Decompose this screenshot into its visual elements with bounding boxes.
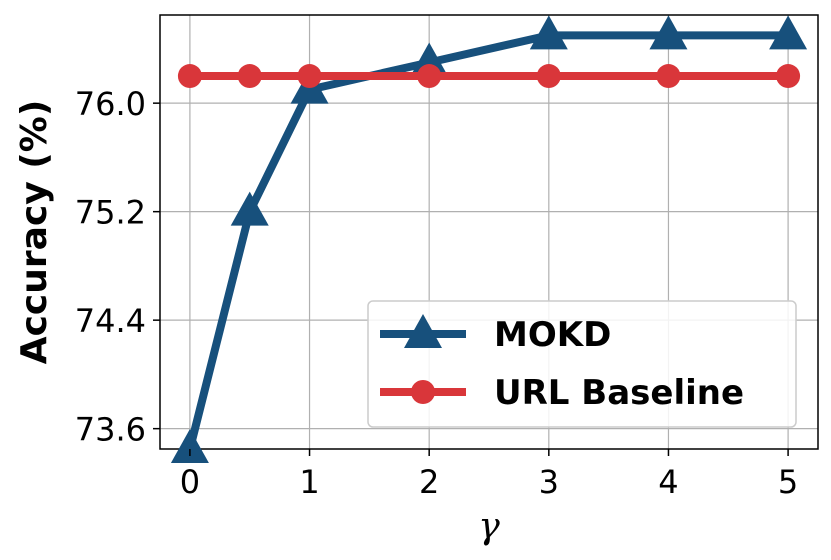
circle-marker <box>297 64 322 89</box>
plot-frame <box>159 14 819 450</box>
triangle-marker <box>410 42 449 77</box>
x-axis-ticks: 0 1 2 3 4 5 <box>180 449 798 501</box>
legend-box <box>367 300 797 428</box>
y-tick-label: 74.4 <box>75 302 146 340</box>
triangle-marker <box>769 15 808 50</box>
triangle-marker <box>649 15 688 50</box>
legend-triangle-marker <box>404 314 442 348</box>
series-0 <box>170 15 808 463</box>
y-tick-label: 75.2 <box>75 194 146 232</box>
legend: MOKD URL Baseline <box>367 300 797 428</box>
y-tick-label: 76.0 <box>75 85 146 123</box>
y-axis-ticks: 73.6 74.4 75.2 76.0 <box>75 85 160 449</box>
x-tick-label: 3 <box>539 463 559 501</box>
legend-label: URL Baseline <box>494 373 744 413</box>
triangle-marker <box>230 191 269 226</box>
triangle-marker <box>529 15 568 50</box>
x-tick-label: 0 <box>180 463 200 501</box>
series-1 <box>177 64 801 89</box>
y-tick-label: 73.6 <box>75 411 146 449</box>
circle-marker <box>536 64 561 89</box>
legend-item: MOKD <box>380 314 611 355</box>
legend-items: MOKD URL Baseline <box>380 314 744 413</box>
triangle-marker <box>170 429 209 463</box>
legend-item: URL Baseline <box>380 373 744 413</box>
x-tick-label: 5 <box>778 463 798 501</box>
circle-marker <box>237 64 262 89</box>
circle-marker <box>417 64 442 89</box>
y-axis-label: Accuracy (%) <box>14 100 55 365</box>
x-tick-label: 4 <box>658 463 678 501</box>
legend-label: MOKD <box>494 315 611 355</box>
circle-marker <box>177 64 202 89</box>
x-tick-label: 2 <box>419 463 439 501</box>
series-layer <box>170 15 808 463</box>
legend-circle-marker <box>411 380 435 404</box>
circle-marker <box>656 64 681 89</box>
x-axis-label: γ <box>478 506 500 547</box>
circle-marker <box>776 64 801 89</box>
x-tick-label: 1 <box>299 463 319 501</box>
